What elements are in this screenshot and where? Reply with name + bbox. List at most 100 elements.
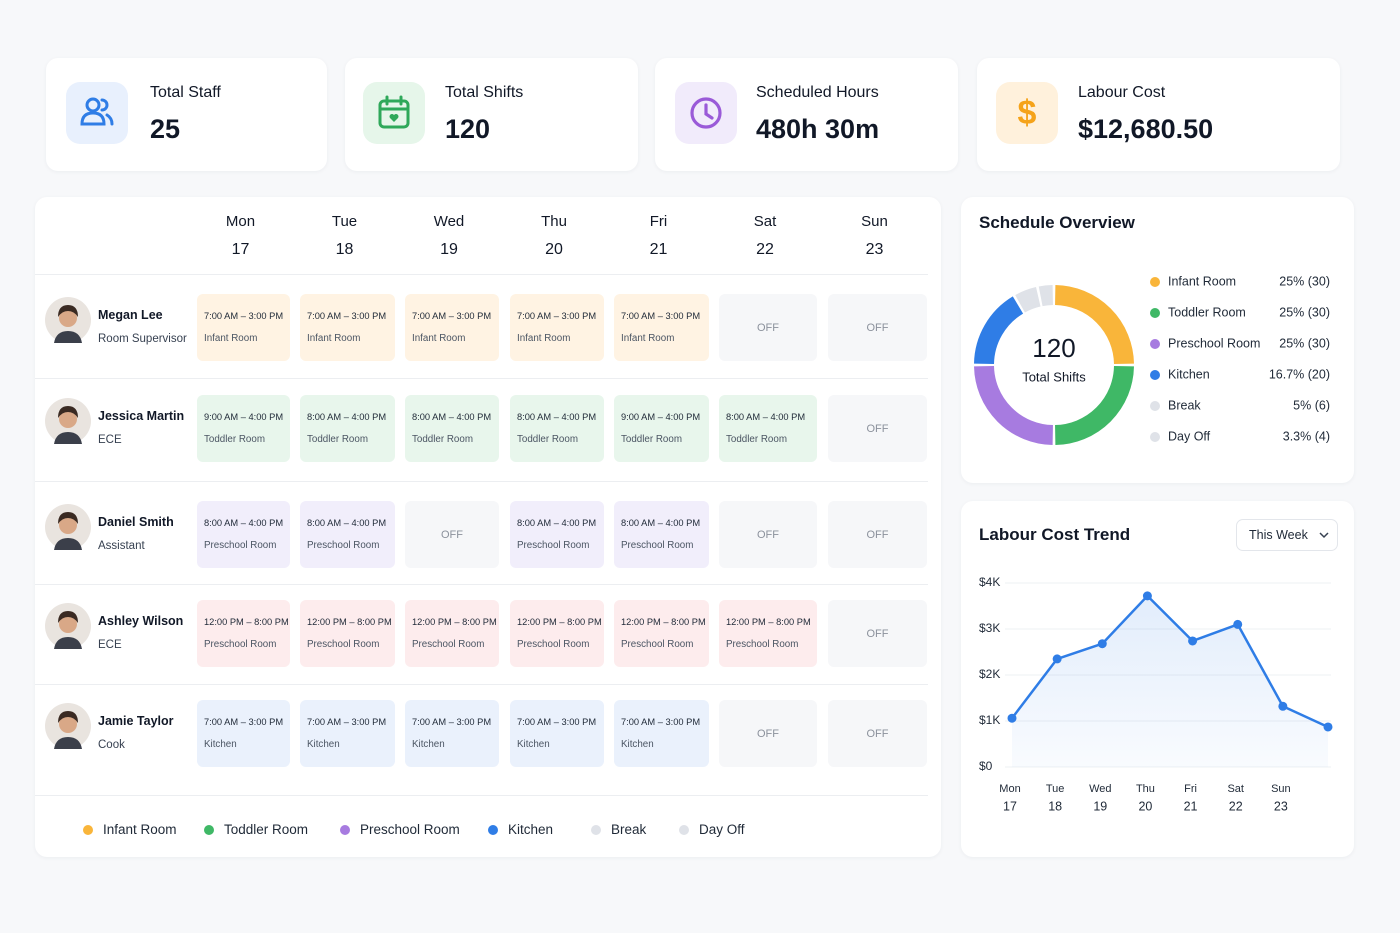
point — [1278, 701, 1288, 711]
day-date: 20 — [545, 241, 563, 258]
shift-room: Kitchen — [517, 739, 550, 750]
range-label: This Week — [1249, 528, 1308, 542]
off-label: OFF — [866, 529, 889, 541]
stat-label: Total Shifts — [445, 84, 524, 101]
staff-name: Megan Lee — [98, 308, 163, 322]
shift-cell: 7:00 AM – 3:00 PM Infant Room — [510, 294, 604, 361]
value-label: 25% (30) — [1279, 274, 1330, 288]
chevron — [1319, 532, 1329, 539]
stat-value: 25 — [150, 114, 181, 144]
legend-dot — [1150, 401, 1160, 411]
x-tick-date: 23 — [1274, 799, 1288, 813]
row-divider — [35, 481, 928, 482]
x-tick-date: 20 — [1138, 799, 1152, 813]
legend-dot — [83, 825, 93, 835]
day-date: 17 — [231, 241, 250, 258]
donut-segment — [974, 365, 1054, 445]
x-tick-label: Tue — [1046, 783, 1065, 795]
day-name: Mon — [225, 213, 256, 230]
donut-chart: 120 Total Shifts Infant Room 25% (30) Todd… — [974, 274, 1330, 445]
x-tick-label: Sat — [1227, 783, 1244, 795]
stat-label: Labour Cost — [1078, 84, 1166, 101]
day-name: Tue — [331, 213, 358, 230]
shift-room: Kitchen — [412, 739, 445, 750]
shift-cell: 7:00 AM – 3:00 PM Kitchen — [405, 700, 499, 767]
shift-time: 7:00 AM – 3:00 PM — [307, 717, 387, 727]
day-name: Sun — [861, 213, 888, 230]
legend-label: Day Off — [699, 822, 745, 837]
shift-cell: OFF — [828, 501, 927, 568]
shift-cell: OFF — [405, 501, 499, 568]
legend-dot — [340, 825, 350, 835]
shift-cell: 8:00 AM – 4:00 PM Toddler Room — [719, 395, 817, 462]
legend-dot — [204, 825, 214, 835]
calendar-icon — [363, 82, 425, 144]
legend-dot — [679, 825, 689, 835]
shift-room: Preschool Room — [307, 639, 380, 650]
shift-time: 8:00 AM – 4:00 PM — [517, 518, 597, 528]
range-dropdown[interactable]: This Week — [1236, 519, 1338, 551]
point — [1007, 713, 1017, 723]
staff-role: Cook — [98, 739, 125, 751]
shift-cell: 8:00 AM – 4:00 PM Toddler Room — [510, 395, 604, 462]
shift-room: Infant Room — [307, 333, 361, 344]
shift-room: Preschool Room — [307, 540, 380, 551]
shift-time: 8:00 AM – 4:00 PM — [307, 518, 387, 528]
legend-label: Toddler Room — [1168, 305, 1246, 319]
shift-room: Preschool Room — [517, 540, 590, 551]
donut-segment — [974, 296, 1024, 365]
x-tick-date: 18 — [1048, 799, 1062, 813]
staff-role: Room Supervisor — [98, 333, 187, 345]
shift-room: Preschool Room — [517, 639, 590, 650]
legend-label: Preschool Room — [360, 822, 460, 837]
shift-time: 12:00 PM – 8:00 PM — [204, 617, 289, 627]
legend-label: Break — [1168, 398, 1201, 412]
avatar — [45, 504, 91, 550]
staff-role: Assistant — [98, 540, 145, 552]
shift-room: Preschool Room — [621, 639, 694, 650]
shift-cell: OFF — [828, 700, 927, 767]
row-divider — [35, 584, 928, 585]
off-label: OFF — [866, 322, 889, 334]
shift-time: 8:00 AM – 4:00 PM — [307, 412, 387, 422]
shift-cell: 7:00 AM – 3:00 PM Infant Room — [614, 294, 709, 361]
shift-cell: 8:00 AM – 4:00 PM Preschool Room — [510, 501, 604, 568]
shift-cell: OFF — [828, 600, 927, 667]
shift-cell: OFF — [719, 700, 817, 767]
x-tick-date: 17 — [1003, 799, 1017, 813]
shift-cell: 7:00 AM – 3:00 PM Kitchen — [510, 700, 604, 767]
y-tick-label: $1K — [979, 713, 1000, 727]
value-label: 25% (30) — [1279, 336, 1330, 350]
shift-time: 7:00 AM – 3:00 PM — [204, 311, 284, 321]
shift-room: Kitchen — [204, 739, 237, 750]
shift-time: 8:00 AM – 4:00 PM — [204, 518, 284, 528]
trend-title: Labour Cost Trend — [979, 525, 1131, 544]
day-name: Thu — [541, 213, 567, 230]
shift-cell: 7:00 AM – 3:00 PM Infant Room — [300, 294, 395, 361]
shift-cell: 12:00 PM – 8:00 PM Preschool Room — [510, 600, 604, 667]
donut-center-value: 120 — [1032, 333, 1075, 363]
off-label: OFF — [441, 529, 463, 541]
shift-cell: 7:00 AM – 3:00 PM Kitchen — [614, 700, 709, 767]
shift-time: 12:00 PM – 8:00 PM — [726, 617, 811, 627]
clock-icon — [675, 82, 737, 144]
shift-room: Kitchen — [621, 739, 654, 750]
shift-time: 7:00 AM – 3:00 PM — [621, 717, 701, 727]
off-label: OFF — [757, 322, 779, 334]
shift-time: 8:00 AM – 4:00 PM — [517, 412, 597, 422]
value-label: 25% (30) — [1279, 305, 1330, 319]
point — [1142, 591, 1152, 601]
shift-cell: 7:00 AM – 3:00 PM Infant Room — [405, 294, 499, 361]
stat-value: 480h 30m — [756, 114, 880, 144]
shift-time: 12:00 PM – 8:00 PM — [412, 617, 497, 627]
shift-room: Toddler Room — [307, 434, 368, 445]
line — [1011, 594, 1329, 729]
day-date: 18 — [335, 241, 354, 258]
donut-center-label: Total Shifts — [1022, 369, 1086, 384]
shift-time: 7:00 AM – 3:00 PM — [621, 311, 701, 321]
row-divider — [35, 378, 928, 379]
shift-cell: 8:00 AM – 4:00 PM Preschool Room — [197, 501, 290, 568]
avatar — [45, 603, 91, 649]
shift-room: Preschool Room — [412, 639, 485, 650]
shift-time: 7:00 AM – 3:00 PM — [204, 717, 284, 727]
